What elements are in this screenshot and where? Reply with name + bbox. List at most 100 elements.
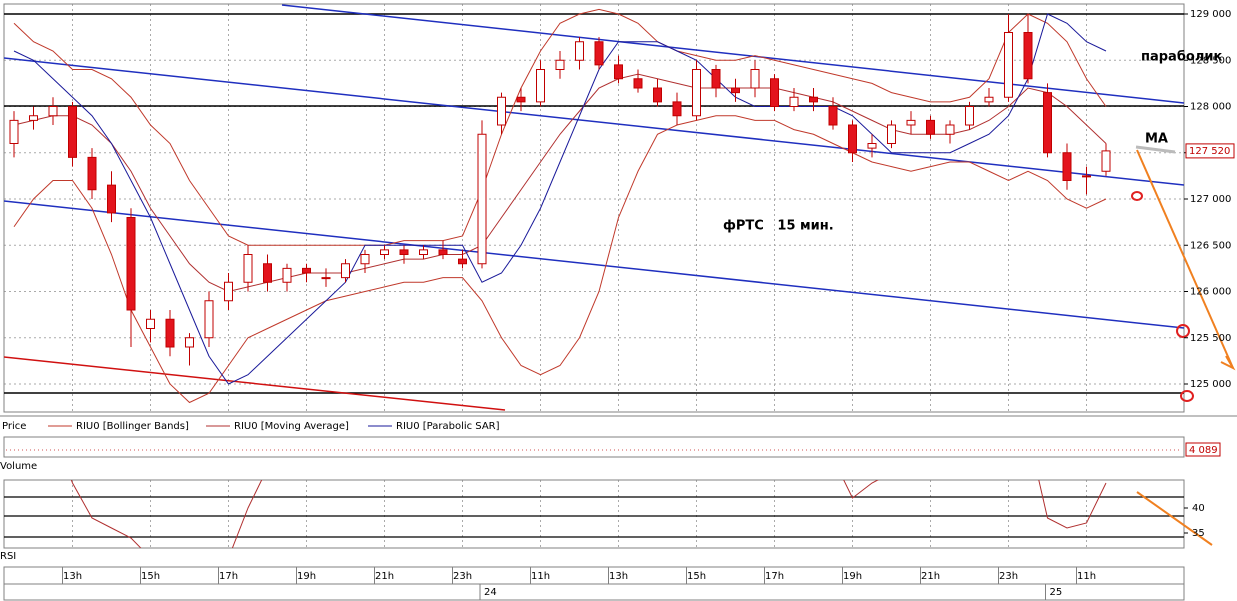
target-circle bbox=[1176, 324, 1190, 338]
candle-body bbox=[302, 267, 311, 274]
candle-body bbox=[107, 184, 116, 214]
legend-item: RIU0 [Moving Average] bbox=[234, 421, 349, 432]
date-axis bbox=[3, 583, 1185, 601]
x-tick-label: 19h bbox=[297, 571, 316, 582]
candle-body bbox=[575, 41, 584, 61]
parabolic-sar bbox=[13, 13, 1107, 385]
candle-body bbox=[653, 87, 662, 103]
last-price-tag bbox=[1185, 143, 1235, 159]
y-tick-label: 128 500 bbox=[1190, 55, 1231, 66]
x-tick-label: 15h bbox=[687, 571, 706, 582]
candle-body bbox=[906, 119, 916, 126]
date-label: 24 bbox=[484, 587, 497, 598]
candle-body bbox=[789, 96, 799, 107]
channel-line bbox=[4, 57, 1184, 186]
candle-body bbox=[731, 87, 740, 94]
candle-body bbox=[770, 78, 779, 107]
x-tick-label: 11h bbox=[531, 571, 550, 582]
legend-item: RIU0 [Parabolic SAR] bbox=[396, 421, 500, 432]
candle-body bbox=[243, 254, 253, 283]
moving-average bbox=[13, 73, 1107, 293]
channel-line bbox=[4, 200, 1184, 329]
candle-body bbox=[848, 124, 857, 154]
x-tick-label: 15h bbox=[141, 571, 160, 582]
volume-title: Volume bbox=[0, 461, 37, 472]
bollinger-lower bbox=[13, 115, 1107, 404]
rsi-tick-label: 40 bbox=[1192, 503, 1205, 514]
y-tick-label: 126 500 bbox=[1190, 240, 1231, 251]
candle-body bbox=[165, 318, 175, 348]
drawings bbox=[4, 4, 1184, 411]
candle-body bbox=[126, 217, 136, 311]
x-tick-label: 11h bbox=[1077, 571, 1096, 582]
candle-body bbox=[711, 69, 721, 89]
ma-pointer bbox=[1135, 145, 1176, 154]
legend-item: RIU0 [Bollinger Bands] bbox=[76, 421, 189, 432]
forecast-arrow bbox=[1136, 149, 1234, 369]
candle-body bbox=[984, 96, 994, 103]
legend-price: Price bbox=[2, 421, 26, 432]
y-tick-label: 126 000 bbox=[1190, 287, 1231, 298]
y-tick-label: 128 000 bbox=[1190, 102, 1231, 113]
arrow-head bbox=[1220, 355, 1236, 371]
price-series bbox=[9, 8, 1111, 404]
candle-body bbox=[692, 69, 701, 117]
bollinger-upper bbox=[13, 8, 1107, 246]
candle-body bbox=[399, 249, 409, 255]
sar-annotation: параболик bbox=[1141, 50, 1222, 65]
candle-body bbox=[926, 119, 935, 135]
candle-body bbox=[146, 318, 155, 329]
candle-body bbox=[536, 69, 545, 103]
candle-body bbox=[1023, 32, 1033, 80]
channel-line bbox=[281, 4, 1184, 104]
volume-panel bbox=[3, 436, 1185, 458]
candle-body bbox=[672, 101, 682, 117]
rsi-title: RSI bbox=[0, 551, 16, 562]
target-circle bbox=[1180, 390, 1194, 402]
candle-body bbox=[48, 106, 58, 117]
x-tick-label: 23h bbox=[453, 571, 472, 582]
candle-body bbox=[380, 249, 389, 255]
candle-body bbox=[321, 277, 331, 280]
rsi-tick-label: 35 bbox=[1192, 528, 1205, 539]
x-tick-label: 17h bbox=[765, 571, 784, 582]
candle-body bbox=[458, 258, 467, 265]
candle-body bbox=[87, 156, 97, 191]
candle-body bbox=[341, 263, 350, 279]
x-tick-label: 21h bbox=[921, 571, 940, 582]
candle-body bbox=[204, 300, 214, 339]
candle-body bbox=[29, 115, 38, 121]
x-tick-label: 23h bbox=[999, 571, 1018, 582]
last-price-label: 127 520 bbox=[1189, 146, 1230, 157]
candle-body bbox=[497, 96, 506, 126]
x-tick-label: 21h bbox=[375, 571, 394, 582]
x-tick-label: 19h bbox=[843, 571, 862, 582]
y-tick-label: 129 000 bbox=[1190, 9, 1231, 20]
candle-body bbox=[965, 106, 974, 126]
y-tick-label: 125 000 bbox=[1190, 379, 1231, 390]
y-tick-label: 127 000 bbox=[1190, 194, 1231, 205]
candle-body bbox=[887, 124, 896, 144]
volume-label: 4 089 bbox=[1189, 445, 1218, 456]
candle-body bbox=[945, 124, 955, 135]
candle-body bbox=[224, 281, 233, 302]
candle-body bbox=[809, 96, 818, 103]
candle-body bbox=[1082, 175, 1091, 178]
candle-body bbox=[594, 41, 604, 66]
candle-body bbox=[477, 133, 487, 265]
x-tick-label: 13h bbox=[609, 571, 628, 582]
volume-tag bbox=[1185, 442, 1221, 457]
date-label: 25 bbox=[1050, 587, 1063, 598]
chart-annotation: фРТС 15 мин. bbox=[723, 219, 834, 234]
trend-line bbox=[4, 356, 506, 411]
price-panel bbox=[3, 3, 1185, 413]
candle-body bbox=[1062, 152, 1072, 181]
candle-body bbox=[419, 249, 428, 255]
candle-body bbox=[614, 64, 623, 80]
x-tick-label: 17h bbox=[219, 571, 238, 582]
rsi-panel bbox=[3, 479, 1185, 549]
rsi-arrow bbox=[1136, 491, 1213, 546]
candle-body bbox=[1101, 150, 1111, 172]
candle-body bbox=[263, 263, 272, 283]
